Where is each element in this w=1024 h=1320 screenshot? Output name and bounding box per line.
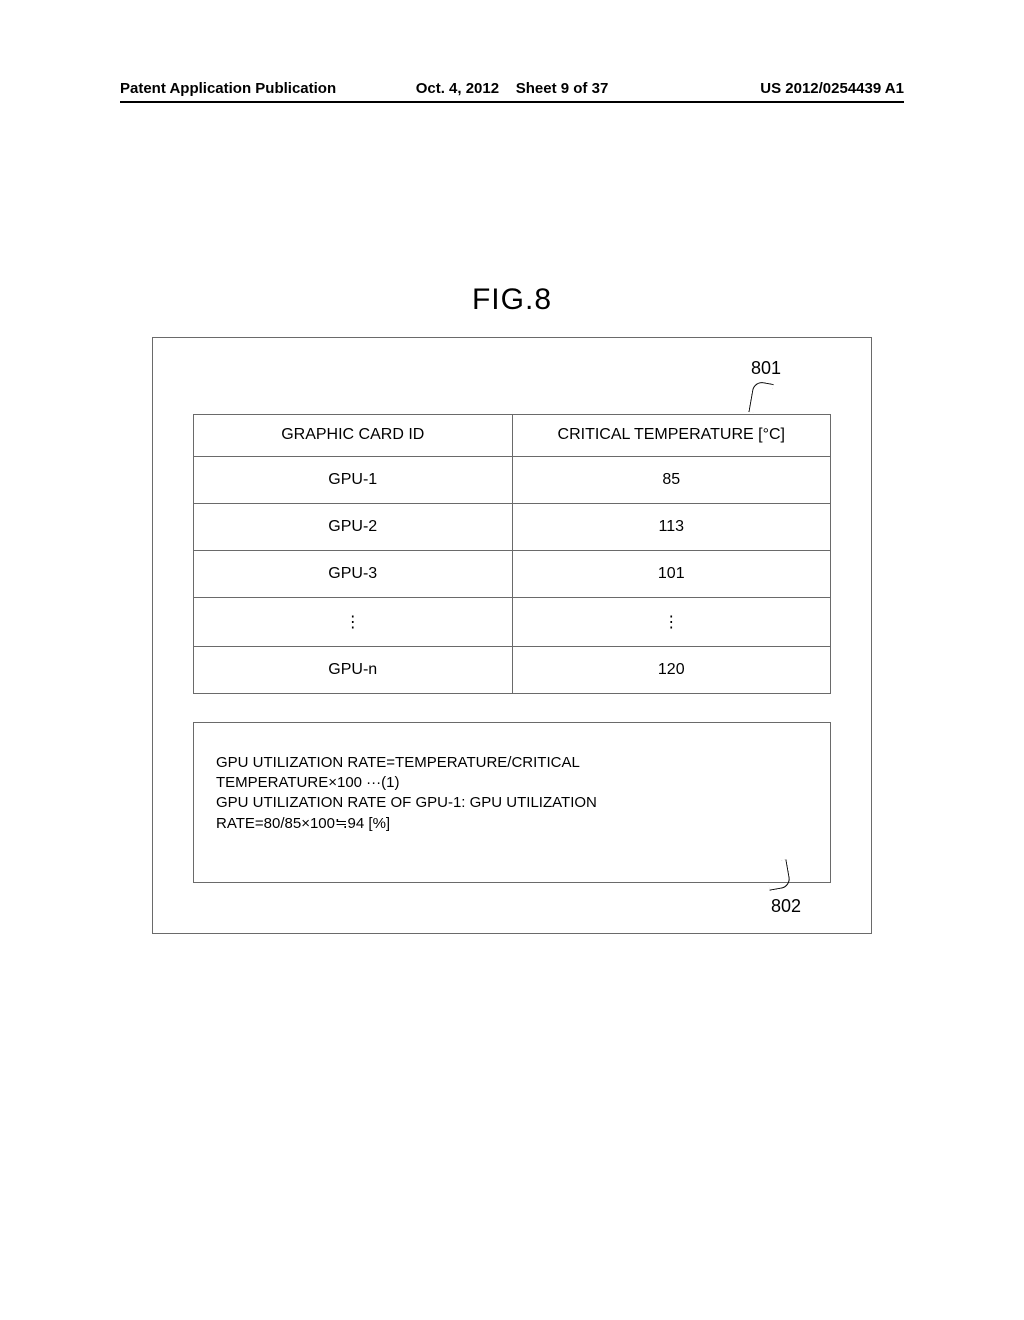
cell-gpu-id: GPU-2 bbox=[194, 503, 513, 550]
leader-line-802 bbox=[765, 859, 792, 890]
figure-outer-box: 801 GRAPHIC CARD ID CRITICAL TEMPERATURE… bbox=[152, 337, 872, 934]
page-header: Patent Application Publication Oct. 4, 2… bbox=[120, 80, 904, 103]
col-header-critical-temp: CRITICAL TEMPERATURE [°C] bbox=[512, 415, 831, 457]
cell-temp: 85 bbox=[512, 456, 831, 503]
col-header-critical-temp-text: CRITICAL TEMPERATURE [°C] bbox=[558, 426, 785, 443]
col-header-graphic-card-id: GRAPHIC CARD ID bbox=[194, 415, 513, 457]
patent-page: Patent Application Publication Oct. 4, 2… bbox=[0, 0, 1024, 1320]
figure-title: FIG.8 bbox=[120, 283, 904, 317]
formula-box: GPU UTILIZATION RATE=TEMPERATURE/CRITICA… bbox=[193, 722, 831, 883]
cell-temp: 113 bbox=[512, 503, 831, 550]
header-sheet: Sheet 9 of 37 bbox=[516, 80, 609, 97]
leader-line-801 bbox=[748, 381, 773, 416]
formula-line: TEMPERATURE×100 ···(1) bbox=[216, 773, 808, 793]
header-date-sheet: Oct. 4, 2012 Sheet 9 of 37 bbox=[381, 80, 642, 97]
reference-numeral-801: 801 bbox=[751, 358, 781, 379]
header-pubno: US 2012/0254439 A1 bbox=[643, 80, 904, 97]
cell-gpu-id: GPU-1 bbox=[194, 456, 513, 503]
cell-gpu-id: GPU-n bbox=[194, 646, 513, 693]
table-row: GPU-2 113 bbox=[194, 503, 831, 550]
cell-ellipsis: ⋮ bbox=[512, 597, 831, 646]
gpu-temperature-table: GRAPHIC CARD ID CRITICAL TEMPERATURE [°C… bbox=[193, 414, 831, 694]
table-row: ⋮ ⋮ bbox=[194, 597, 831, 646]
formula-line: RATE=80/85×100≒94 [%] bbox=[216, 814, 808, 834]
header-publication: Patent Application Publication bbox=[120, 80, 381, 97]
table-row: GPU-n 120 bbox=[194, 646, 831, 693]
cell-ellipsis: ⋮ bbox=[194, 597, 513, 646]
header-date: Oct. 4, 2012 bbox=[416, 80, 499, 97]
table-row: GPU-3 101 bbox=[194, 550, 831, 597]
table-row: GPU-1 85 bbox=[194, 456, 831, 503]
table-header-row: GRAPHIC CARD ID CRITICAL TEMPERATURE [°C… bbox=[194, 415, 831, 457]
cell-gpu-id: GPU-3 bbox=[194, 550, 513, 597]
formula-line: GPU UTILIZATION RATE=TEMPERATURE/CRITICA… bbox=[216, 753, 808, 773]
cell-temp: 120 bbox=[512, 646, 831, 693]
reference-numeral-802: 802 bbox=[771, 896, 801, 917]
cell-temp: 101 bbox=[512, 550, 831, 597]
formula-line: GPU UTILIZATION RATE OF GPU-1: GPU UTILI… bbox=[216, 793, 808, 813]
